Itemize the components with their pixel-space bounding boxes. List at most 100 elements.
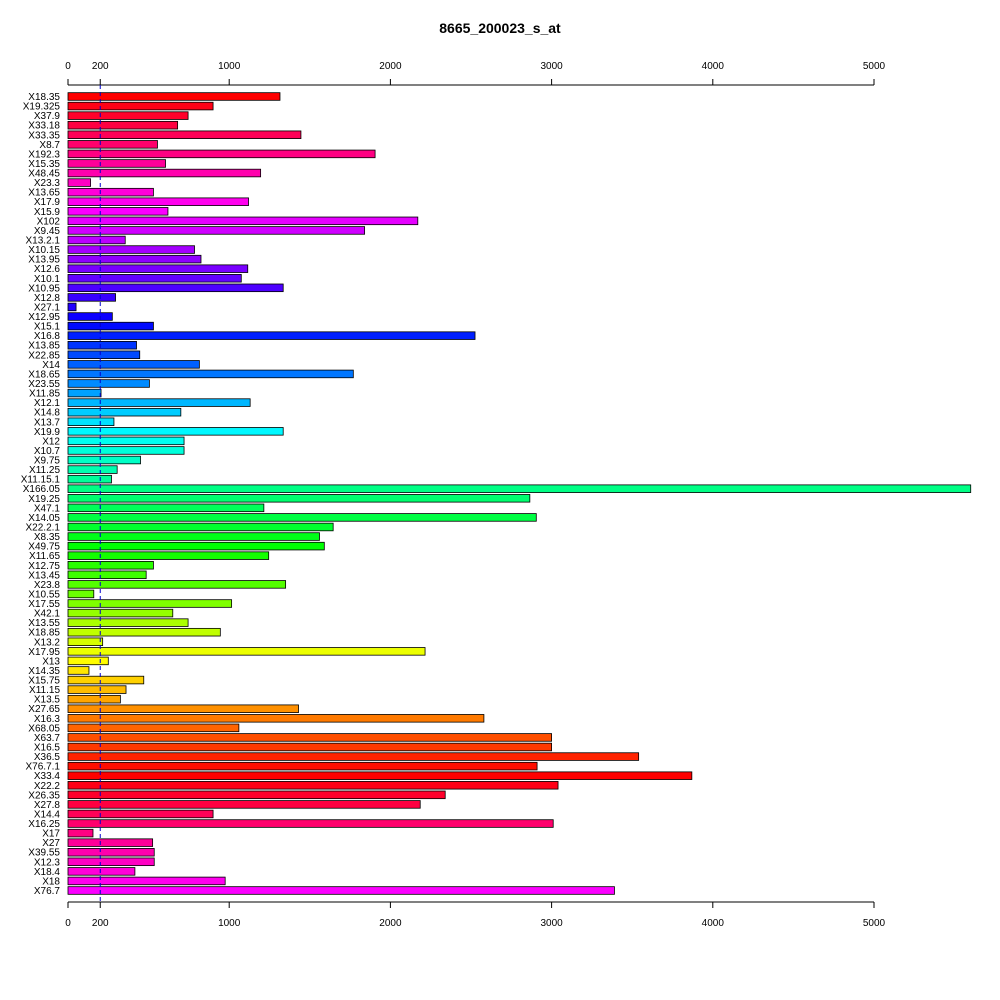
bar-X11.65 xyxy=(67,551,270,560)
bar-X192.3 xyxy=(67,149,376,159)
category-label: X10.95 xyxy=(28,283,60,294)
bar-X13.45 xyxy=(67,570,147,580)
bar-X15.75 xyxy=(67,675,145,685)
bar-X14.35 xyxy=(67,666,90,675)
bar-X14.8 xyxy=(67,407,182,417)
category-label: X13 xyxy=(42,656,60,667)
top-x-axis: 0 200 1000 2000 3000 4000 5000 xyxy=(65,61,886,86)
bar-X10.7 xyxy=(67,446,185,455)
bar-X68.05 xyxy=(67,723,240,733)
bar-X47.1 xyxy=(67,503,265,513)
category-label: X33.18 xyxy=(28,121,60,132)
category-label: X12.95 xyxy=(28,312,60,323)
category-label: X39.55 xyxy=(28,848,60,859)
bar-X49.75 xyxy=(67,541,325,551)
x-tick-label: 200 xyxy=(92,918,109,929)
category-label: X15.1 xyxy=(34,322,61,333)
category-label: X17.55 xyxy=(28,599,60,610)
bar-X12.8 xyxy=(67,293,116,302)
bar-X13.2 xyxy=(67,637,104,647)
category-label: X13.2 xyxy=(34,637,61,648)
category-label: X12.8 xyxy=(34,293,61,304)
bar-X27.65 xyxy=(67,704,299,713)
category-label: X166.05 xyxy=(23,484,61,495)
category-label: X13.5 xyxy=(34,695,61,706)
category-label: X23.3 xyxy=(34,178,61,189)
category-label: X16.8 xyxy=(34,331,61,342)
category-label: X17 xyxy=(42,829,60,840)
category-label: X19.25 xyxy=(28,494,60,505)
category-label: X27 xyxy=(42,838,60,849)
bar-X18.4 xyxy=(67,867,136,876)
bar-X19.325 xyxy=(67,101,214,111)
category-label: X9.45 xyxy=(34,226,61,237)
bottom-x-axis: 0 200 1000 2000 3000 4000 5000 xyxy=(65,901,886,929)
category-label: X18.85 xyxy=(28,628,60,639)
bar-X14 xyxy=(67,360,200,369)
category-label: X10.1 xyxy=(34,274,61,285)
bar-X16.3 xyxy=(67,714,485,723)
x-tick-label: 3000 xyxy=(540,918,563,929)
category-label: X68.05 xyxy=(28,723,60,734)
x-tick-label: 5000 xyxy=(863,61,886,72)
category-label: X13.85 xyxy=(28,341,60,352)
bar-X17.95 xyxy=(67,647,426,656)
bar-X166.05 xyxy=(67,484,972,493)
category-label: X18 xyxy=(42,876,60,887)
category-label: X14.4 xyxy=(34,809,61,820)
category-label: X18.35 xyxy=(28,92,60,103)
x-tick-label: 4000 xyxy=(702,61,725,72)
bar-X76.7.1 xyxy=(67,761,538,771)
bar-X8.7 xyxy=(67,140,158,149)
category-label: X27.1 xyxy=(34,302,61,313)
bar-X12 xyxy=(67,436,185,446)
bar-X27.8 xyxy=(67,800,421,809)
bar-X11.15 xyxy=(67,685,127,694)
x-tick-label: 2000 xyxy=(379,61,402,72)
x-tick-label: 200 xyxy=(92,61,109,72)
category-label: X13.95 xyxy=(28,255,60,266)
x-tick-label: 4000 xyxy=(702,918,725,929)
category-label: X27.8 xyxy=(34,800,61,811)
category-label: X12.1 xyxy=(34,398,61,409)
category-label: X33.4 xyxy=(34,771,61,782)
category-label: X37.9 xyxy=(34,111,61,122)
bar-X13.85 xyxy=(67,340,137,350)
bar-X37.9 xyxy=(67,111,189,120)
bar-X11.85 xyxy=(67,388,102,398)
category-label: X13.2.1 xyxy=(26,235,61,246)
category-label: X11.15.1 xyxy=(21,475,61,486)
category-label: X11.85 xyxy=(29,389,60,400)
category-label: X22.2 xyxy=(34,781,61,792)
category-label: X8.35 xyxy=(34,532,61,543)
category-label: X22.85 xyxy=(28,350,60,361)
category-label: X19.325 xyxy=(23,102,61,113)
bar-X16.8 xyxy=(67,331,476,340)
category-label: X13.55 xyxy=(28,618,60,629)
bar-X13.65 xyxy=(67,187,154,197)
bar-X36.5 xyxy=(67,752,640,761)
category-label: X27.65 xyxy=(28,704,60,715)
bar-X18 xyxy=(67,876,226,886)
bar-X12.1 xyxy=(67,398,251,407)
category-label: X12.6 xyxy=(34,264,61,275)
category-label: X14.05 xyxy=(28,513,60,524)
category-label: X23.55 xyxy=(28,379,60,390)
bar-X15.9 xyxy=(67,207,169,216)
category-label: X14.35 xyxy=(28,666,60,677)
bar-X22.85 xyxy=(67,350,141,360)
bar-X10.1 xyxy=(67,274,242,283)
x-tick-label: 5000 xyxy=(863,918,886,929)
category-label: X15.35 xyxy=(28,159,60,170)
bar-X12.75 xyxy=(67,561,154,570)
category-label: X102 xyxy=(37,216,61,227)
bar-X12.95 xyxy=(67,312,113,321)
bar-X16.5 xyxy=(67,742,553,752)
bar-X14.05 xyxy=(67,513,537,522)
chart-title: 8665_200023_s_at xyxy=(439,20,561,36)
category-label: X26.35 xyxy=(28,790,60,801)
bar-X17.9 xyxy=(67,197,249,206)
category-label: X17.95 xyxy=(28,647,60,658)
bar-X13.7 xyxy=(67,417,115,426)
